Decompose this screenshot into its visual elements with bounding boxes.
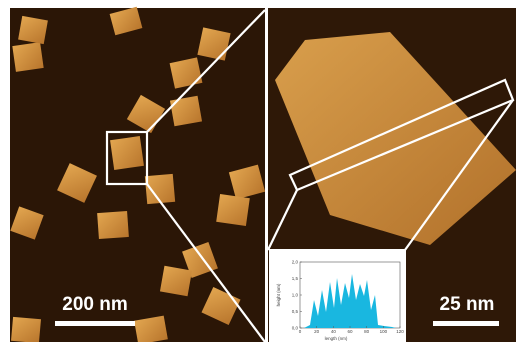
scale-bar: [433, 321, 499, 326]
inset-chart: length (nm) height (nm) 0 20 40 60 80 100 120 0…: [269, 249, 406, 342]
x-tick-label: 100: [380, 329, 388, 334]
scale-bar: [55, 321, 135, 326]
x-tick-label: 60: [347, 329, 353, 334]
x-tick-label: 20: [314, 329, 320, 334]
x-tick-label: 40: [331, 329, 337, 334]
y-tick-label: 1,0: [292, 293, 299, 298]
x-tick-label: 0: [299, 329, 302, 334]
zoom-box: [105, 130, 149, 186]
y-tick-label: 1,5: [292, 276, 299, 281]
left-panel: 200 nm: [10, 6, 266, 342]
x-tick-label: 80: [364, 329, 370, 334]
x-axis-label: length (nm): [325, 336, 348, 341]
x-tick-label: 120: [396, 329, 404, 334]
scale-bar-label: 200 nm: [62, 294, 127, 315]
scale-bar-label: 25 nm: [440, 294, 495, 315]
y-tick-label: 2,0: [292, 260, 299, 265]
y-axis-label: height (nm): [276, 283, 281, 306]
height-profile: [304, 274, 396, 328]
y-tick-label: 0,5: [292, 309, 299, 314]
y-tick-label: 0,0: [292, 326, 299, 331]
